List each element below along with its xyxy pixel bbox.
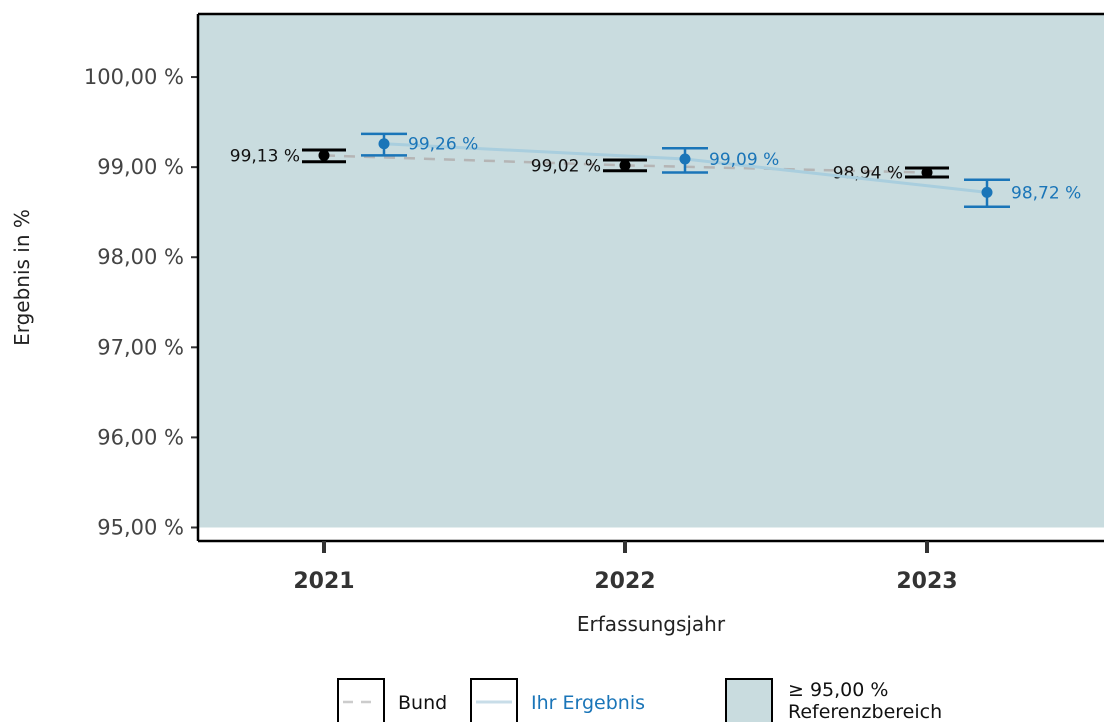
- y-tick-label: 99,00 %: [97, 155, 184, 179]
- point-marker: [921, 167, 933, 179]
- legend-bund-key: [337, 678, 385, 722]
- data-point-bund: 99,13 %: [230, 146, 346, 166]
- data-point-ihr-ergebnis: 99,09 %: [662, 146, 779, 174]
- series-layer: 99,13 % 99,02 % 98,94 %99,26 %99,09 %98,72…: [230, 132, 1081, 209]
- point-marker: [679, 153, 691, 165]
- x-tick-label: 2022: [594, 569, 655, 594]
- legend-reference-label: Referenzbereich: [788, 701, 942, 722]
- data-point-ihr-ergebnis: 98,72 %: [964, 178, 1081, 209]
- data-label-ihr-ergebnis: 98,72 %: [1011, 183, 1081, 203]
- data-label-bund: 99,02 %: [531, 156, 601, 176]
- y-tick-label: 98,00 %: [97, 245, 184, 269]
- y-axis-title: Ergebnis in %: [10, 209, 34, 346]
- legend-ergebnis-label: Ihr Ergebnis: [531, 692, 645, 714]
- data-label-ihr-ergebnis: 99,09 %: [709, 150, 779, 170]
- point-marker: [981, 186, 993, 198]
- legend-bund-label: Bund: [398, 692, 447, 714]
- legend: Bund Ihr Ergebnis ≥ 95,00 % Referenzbere…: [337, 678, 942, 722]
- data-label-ihr-ergebnis: 99,26 %: [408, 135, 478, 155]
- data-point-bund: 99,02 %: [531, 156, 647, 176]
- x-axis-title: Erfassungsjahr: [577, 612, 726, 636]
- y-axis-ticks: 95,00 % 96,00 % 97,00 % 98,00 % 99,00 % 100,0…: [84, 65, 198, 539]
- data-label-bund: 99,13 %: [230, 146, 300, 166]
- point-marker: [619, 159, 631, 171]
- y-tick-label: 97,00 %: [97, 335, 184, 359]
- y-tick-label: 96,00 %: [97, 425, 184, 449]
- legend-reference-value: ≥ 95,00 %: [788, 679, 888, 701]
- data-point-ihr-ergebnis: 99,26 %: [361, 132, 478, 157]
- x-tick-label: 2021: [293, 569, 354, 594]
- x-axis-ticks: 2021 2022 2023: [293, 541, 958, 594]
- point-marker: [318, 149, 330, 161]
- y-tick-label: 95,00 %: [97, 515, 184, 539]
- y-tick-label: 100,00 %: [84, 65, 184, 89]
- reference-band: [198, 14, 1104, 528]
- legend-reference-key: [725, 678, 773, 722]
- x-tick-label: 2023: [896, 569, 957, 594]
- point-marker: [378, 138, 390, 150]
